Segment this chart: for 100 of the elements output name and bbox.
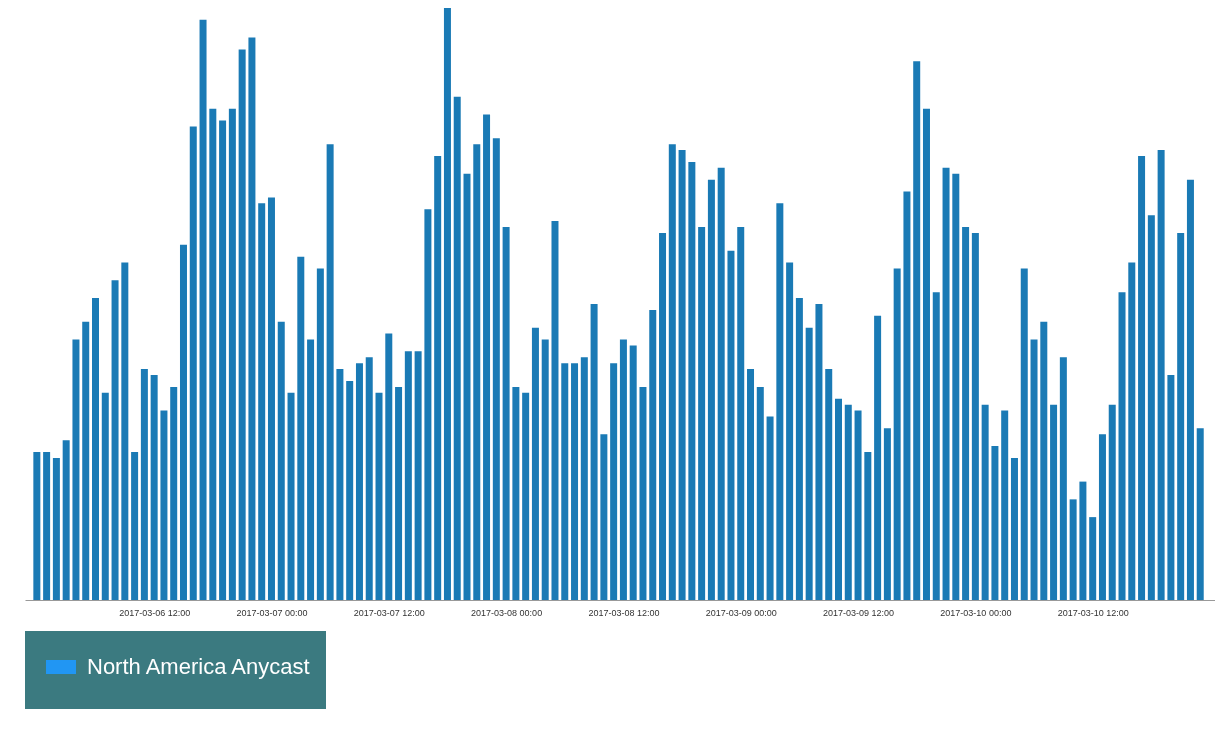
- bar: [1079, 481, 1087, 600]
- bar: [835, 398, 842, 600]
- bar: [883, 428, 891, 600]
- bar: [698, 227, 706, 600]
- bar: [307, 339, 315, 600]
- bar: [952, 173, 960, 600]
- bar: [62, 440, 70, 600]
- bar: [815, 304, 823, 600]
- x-tick-label: 2017-03-10 00:00: [940, 607, 1012, 618]
- bar: [179, 244, 187, 600]
- bar: [150, 375, 158, 600]
- text: North America Anycast: [87, 654, 310, 679]
- bar: [502, 227, 510, 600]
- bar: [199, 19, 207, 600]
- bar: [1050, 404, 1058, 600]
- bar: [336, 369, 344, 600]
- bar: [610, 363, 618, 600]
- bar: [219, 120, 227, 600]
- bar: [1128, 262, 1136, 600]
- bar: [659, 232, 667, 600]
- bar: [443, 8, 451, 600]
- bar: [209, 108, 217, 600]
- bar: [82, 321, 90, 600]
- bar: [512, 386, 520, 600]
- bar: [766, 416, 774, 600]
- bar: [727, 250, 735, 600]
- bar: [385, 333, 393, 600]
- bar: [1030, 339, 1038, 600]
- bar: [277, 321, 285, 600]
- x-tick-label: 2017-03-08 00:00: [471, 607, 543, 618]
- bar: [414, 351, 422, 600]
- bar: [688, 161, 696, 600]
- bar: [571, 363, 579, 600]
- bar: [43, 452, 51, 600]
- x-tick-label: 2017-03-10 12:00: [1057, 607, 1129, 618]
- bar: [844, 404, 852, 600]
- bar: [903, 191, 911, 600]
- bar: [160, 410, 168, 600]
- x-tick-label: 2017-03-08 12:00: [588, 607, 660, 618]
- bar: [1059, 357, 1067, 600]
- bar: [228, 108, 236, 600]
- bar: [1157, 150, 1165, 600]
- bar: [825, 369, 833, 600]
- bar: [776, 203, 784, 600]
- bar: [649, 309, 657, 600]
- bar: [33, 452, 41, 600]
- bar: [1147, 215, 1155, 600]
- bar: [72, 339, 80, 600]
- x-tick-label: 2017-03-09 00:00: [705, 607, 777, 618]
- bar: [101, 392, 109, 600]
- bar: [238, 49, 246, 600]
- bar: [346, 380, 354, 600]
- bar: [580, 357, 588, 600]
- bar: [668, 144, 676, 600]
- bar: [267, 197, 275, 600]
- bar: [786, 262, 794, 600]
- bar: [600, 434, 608, 600]
- x-tick-label: 2017-03-07 12:00: [353, 607, 425, 618]
- bar: [942, 167, 950, 600]
- bar: [619, 339, 627, 600]
- bar: [248, 37, 256, 600]
- bar: [297, 256, 305, 600]
- bar: [795, 298, 803, 600]
- bar: [590, 304, 598, 600]
- bar: [1118, 292, 1126, 600]
- bar: [981, 404, 989, 600]
- bar: [1069, 499, 1077, 600]
- bar: [551, 221, 559, 600]
- bar: [991, 446, 999, 600]
- bar: [1196, 428, 1204, 600]
- bar: [473, 144, 481, 600]
- bar: [453, 96, 461, 600]
- bar: [1098, 434, 1106, 600]
- bar: [629, 345, 637, 600]
- bar: [805, 327, 813, 600]
- bar: [287, 392, 295, 600]
- bar: [1001, 410, 1009, 600]
- x-tick-label: 2017-03-06 12:00: [119, 607, 191, 618]
- bar: [395, 386, 403, 600]
- bar: [913, 61, 921, 600]
- bar: [717, 167, 725, 600]
- bar: [971, 232, 979, 600]
- bar: [522, 392, 530, 600]
- bar: [326, 144, 334, 600]
- bar: [864, 452, 872, 600]
- bar: [874, 315, 882, 600]
- bar: [463, 173, 471, 600]
- bar: [1040, 321, 1048, 600]
- bar: [707, 179, 715, 600]
- bar: [922, 108, 930, 600]
- bar: [111, 280, 119, 600]
- bar: [52, 457, 60, 600]
- bar: [404, 351, 412, 600]
- bar: [365, 357, 373, 600]
- bar: [1108, 404, 1116, 600]
- bar: [893, 268, 901, 600]
- bar: [932, 292, 940, 600]
- bar: [756, 386, 764, 600]
- bar: [424, 209, 432, 600]
- x-tick-label: 2017-03-07 00:00: [236, 607, 308, 618]
